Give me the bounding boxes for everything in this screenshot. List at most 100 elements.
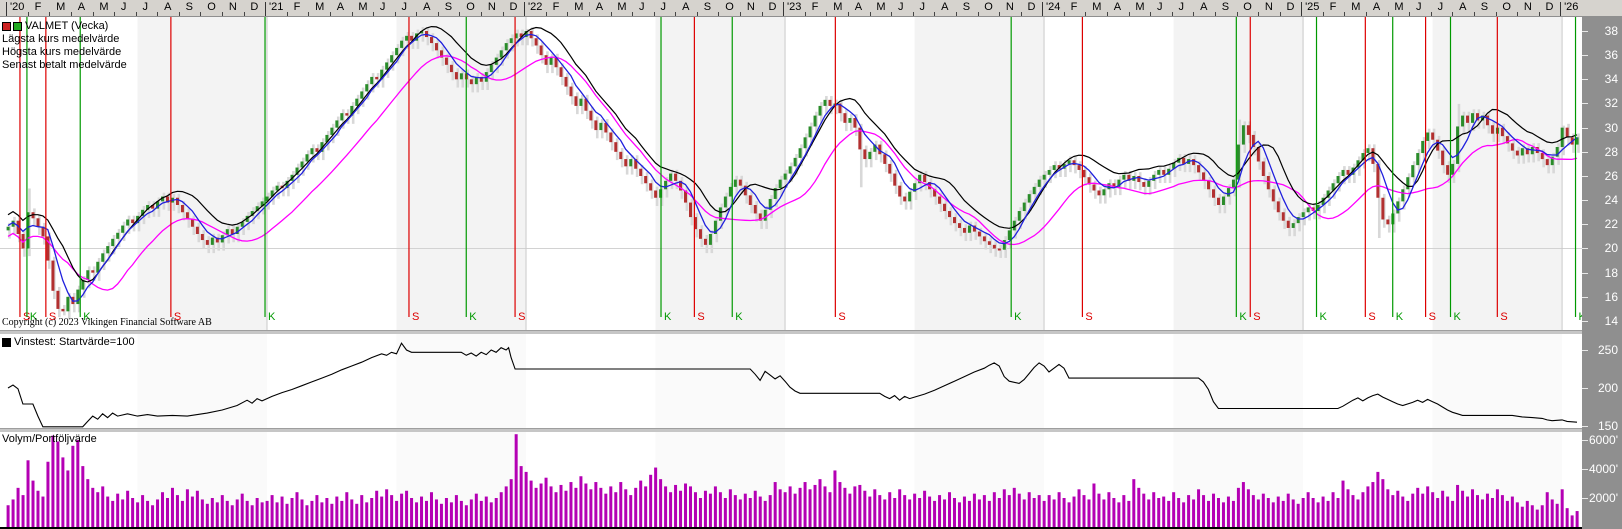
candle	[952, 217, 956, 224]
candle	[893, 173, 897, 186]
candle-wick	[994, 241, 998, 257]
candle	[56, 290, 60, 309]
volume-bar	[16, 487, 20, 527]
candle	[1565, 127, 1569, 138]
volume-bar	[923, 490, 927, 527]
volume-bar	[1401, 496, 1405, 527]
candle	[1172, 162, 1176, 169]
month-tick	[847, 12, 849, 16]
volume-bar	[1087, 499, 1091, 527]
candle	[1490, 125, 1494, 134]
volume-bar	[574, 487, 578, 527]
candle	[320, 142, 324, 152]
volume-bar	[559, 484, 563, 527]
candle	[295, 167, 299, 175]
volume-bar	[1276, 496, 1280, 527]
volume-bar	[165, 498, 169, 527]
candle	[878, 144, 882, 155]
month-label: J	[1437, 1, 1444, 13]
volume-bar	[6, 505, 10, 527]
volume-bar	[1530, 505, 1534, 527]
month-tick	[135, 12, 137, 16]
candle	[1207, 180, 1211, 190]
candle	[131, 219, 135, 224]
candle	[1251, 134, 1255, 147]
volume-bar	[982, 495, 986, 527]
volume-bar	[479, 500, 483, 527]
volume-bar	[952, 498, 956, 527]
candle-wick	[152, 201, 156, 217]
month-tick	[1193, 12, 1195, 16]
month-tick	[49, 12, 51, 16]
volume-bar	[1037, 495, 1041, 527]
volume-bar	[997, 498, 1001, 527]
volume-bar	[1306, 492, 1310, 527]
price-chart: SKSKSKSKSKSKSKSKSKSKSKSK	[0, 17, 1582, 330]
volume-bar	[604, 493, 608, 527]
month-label: N	[228, 1, 237, 13]
volume-bar	[161, 492, 165, 527]
volume-bar	[355, 503, 359, 527]
price-scale-label: 26	[1604, 168, 1618, 183]
month-label: M	[1351, 1, 1361, 13]
volume-bar	[1266, 498, 1270, 527]
candle	[713, 220, 717, 234]
month-tick	[416, 12, 418, 16]
candle	[1321, 197, 1325, 205]
month-label: A	[423, 1, 431, 13]
candle	[1456, 126, 1460, 164]
candle	[728, 186, 732, 197]
price-scale-label-tick	[1582, 79, 1588, 81]
candle	[1032, 186, 1036, 195]
month-tick	[912, 12, 914, 16]
candle	[106, 246, 110, 254]
candle	[400, 40, 404, 48]
volume-bar	[1236, 487, 1240, 527]
volume-bar	[429, 492, 433, 527]
candle	[1545, 159, 1549, 166]
candle	[434, 43, 438, 51]
candle	[1426, 132, 1430, 141]
candle	[1505, 136, 1509, 144]
month-label: A	[682, 1, 690, 13]
volume-bar	[733, 495, 737, 527]
candle	[967, 225, 971, 233]
candle	[1202, 172, 1206, 181]
candle	[649, 183, 653, 191]
candle	[1480, 115, 1484, 121]
volume-bar	[803, 482, 807, 527]
volume-bar	[1366, 486, 1370, 527]
candle	[738, 179, 742, 186]
candle	[763, 209, 767, 221]
price-scale-label: 20	[1604, 241, 1618, 256]
month-tick	[869, 12, 871, 16]
volume-bar	[26, 460, 30, 527]
candle	[634, 159, 638, 169]
candle	[1381, 197, 1385, 220]
candle	[260, 201, 264, 207]
candle	[918, 174, 922, 184]
volume-bar	[748, 498, 752, 527]
month-label: J	[401, 1, 408, 13]
volume-bar	[992, 492, 996, 527]
month-label: M	[358, 1, 368, 13]
month-label: M	[99, 1, 109, 13]
candle	[1306, 207, 1310, 213]
volume-scale-label-tick	[1582, 498, 1588, 499]
month-label: N	[1523, 1, 1532, 13]
volume-bar	[151, 505, 155, 527]
candle	[165, 196, 169, 203]
volume-bar	[509, 479, 513, 527]
volume-bar	[360, 495, 364, 527]
month-label: O	[207, 1, 216, 13]
candle	[1266, 175, 1270, 190]
volume-bar	[1002, 489, 1006, 527]
candle	[1361, 153, 1365, 161]
volume-bar	[1047, 495, 1051, 527]
candle	[684, 190, 688, 203]
month-label: D	[768, 1, 777, 13]
volume-bar	[589, 489, 593, 527]
month-label: O	[984, 1, 993, 13]
candle	[808, 126, 812, 138]
candle	[469, 79, 473, 85]
